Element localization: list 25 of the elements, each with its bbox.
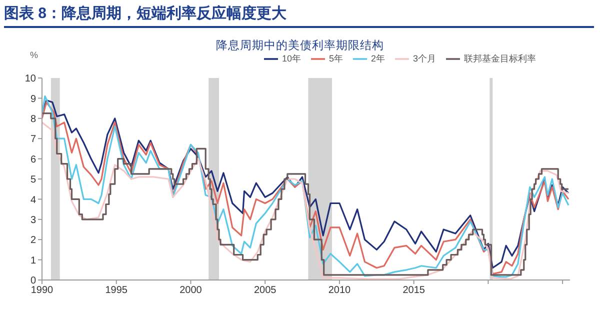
legend-label: 2年 xyxy=(371,53,386,64)
x-tick-label: 2005 xyxy=(254,285,277,296)
y-tick-label: 7 xyxy=(30,134,36,146)
y-tick-label: 0 xyxy=(30,276,36,287)
y-tick-label: 4 xyxy=(30,194,36,206)
y-tick-label: 2 xyxy=(30,235,36,246)
y-tick-label: 3 xyxy=(30,214,36,226)
legend-label: 10年 xyxy=(282,53,301,64)
y-tick-label: 5 xyxy=(30,174,36,186)
chart-subtitle: 降息周期中的美债利率期限结构 xyxy=(216,40,384,52)
x-tick-label: 1995 xyxy=(105,285,128,296)
y-tick-label: 8 xyxy=(30,114,36,125)
x-tick-label: 2000 xyxy=(180,285,202,296)
legend-label: 联邦基金目标利率 xyxy=(464,53,536,64)
y-tick-label: 10 xyxy=(24,74,36,85)
x-tick-label: 1990 xyxy=(30,285,54,296)
y-axis-title: % xyxy=(30,50,38,60)
legend-label: 5年 xyxy=(328,53,343,64)
y-tick-label: 6 xyxy=(30,154,36,166)
y-tick-label: 1 xyxy=(30,255,36,266)
x-tick-label: 2015 xyxy=(402,285,426,296)
y-tick-label: 9 xyxy=(30,94,36,105)
chart-title: 图表 8：降息周期，短端利率反应幅度更大 xyxy=(4,4,594,28)
x-tick-label: 2010 xyxy=(328,285,352,296)
legend-label: 3个月 xyxy=(413,53,436,64)
